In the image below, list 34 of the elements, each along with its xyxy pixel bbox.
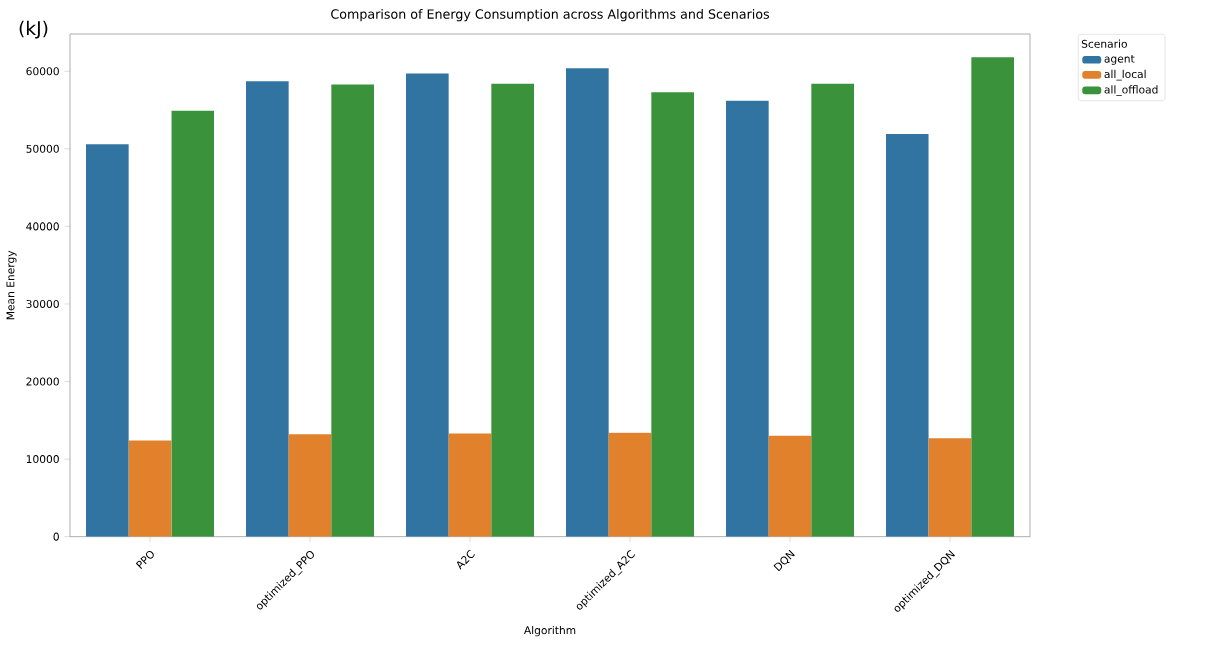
y-tick-label: 50000 [26,144,59,153]
legend-label: agent [1104,55,1135,65]
y-tick-label: 60000 [26,67,59,76]
legend-label: all_offload [1104,85,1158,96]
bar [886,134,929,537]
bar [288,434,332,537]
legend-title: Scenario [1081,39,1127,48]
legend-label: all_local [1104,69,1146,81]
y-tick-label: 40000 [26,222,59,231]
y-tick-label: 20000 [26,377,59,386]
bar [608,432,652,537]
bar [651,92,694,537]
bar [331,84,374,537]
y-tick-label: 30000 [26,299,59,308]
bar [86,144,129,537]
bar [971,57,1015,537]
chart-title: Comparison of Energy Consumption across Algorithms and Scenarios [331,9,770,22]
bar [928,438,972,537]
bar [566,68,609,537]
text: (kJ) [19,20,48,39]
x-axis-title: Algorithm [523,625,576,637]
y-tick-label: 10000 [26,455,59,464]
bar [171,110,214,537]
bar [811,83,855,537]
bar [768,435,812,537]
bar [726,100,769,537]
y-tick-label: 0 [53,532,59,541]
bar [246,81,289,537]
y-axis-title: Mean Energy [6,250,17,320]
bar [406,73,449,537]
x-tick-label: PPO [135,550,154,569]
bar [128,440,172,537]
bar [491,83,535,537]
bar [448,433,492,537]
